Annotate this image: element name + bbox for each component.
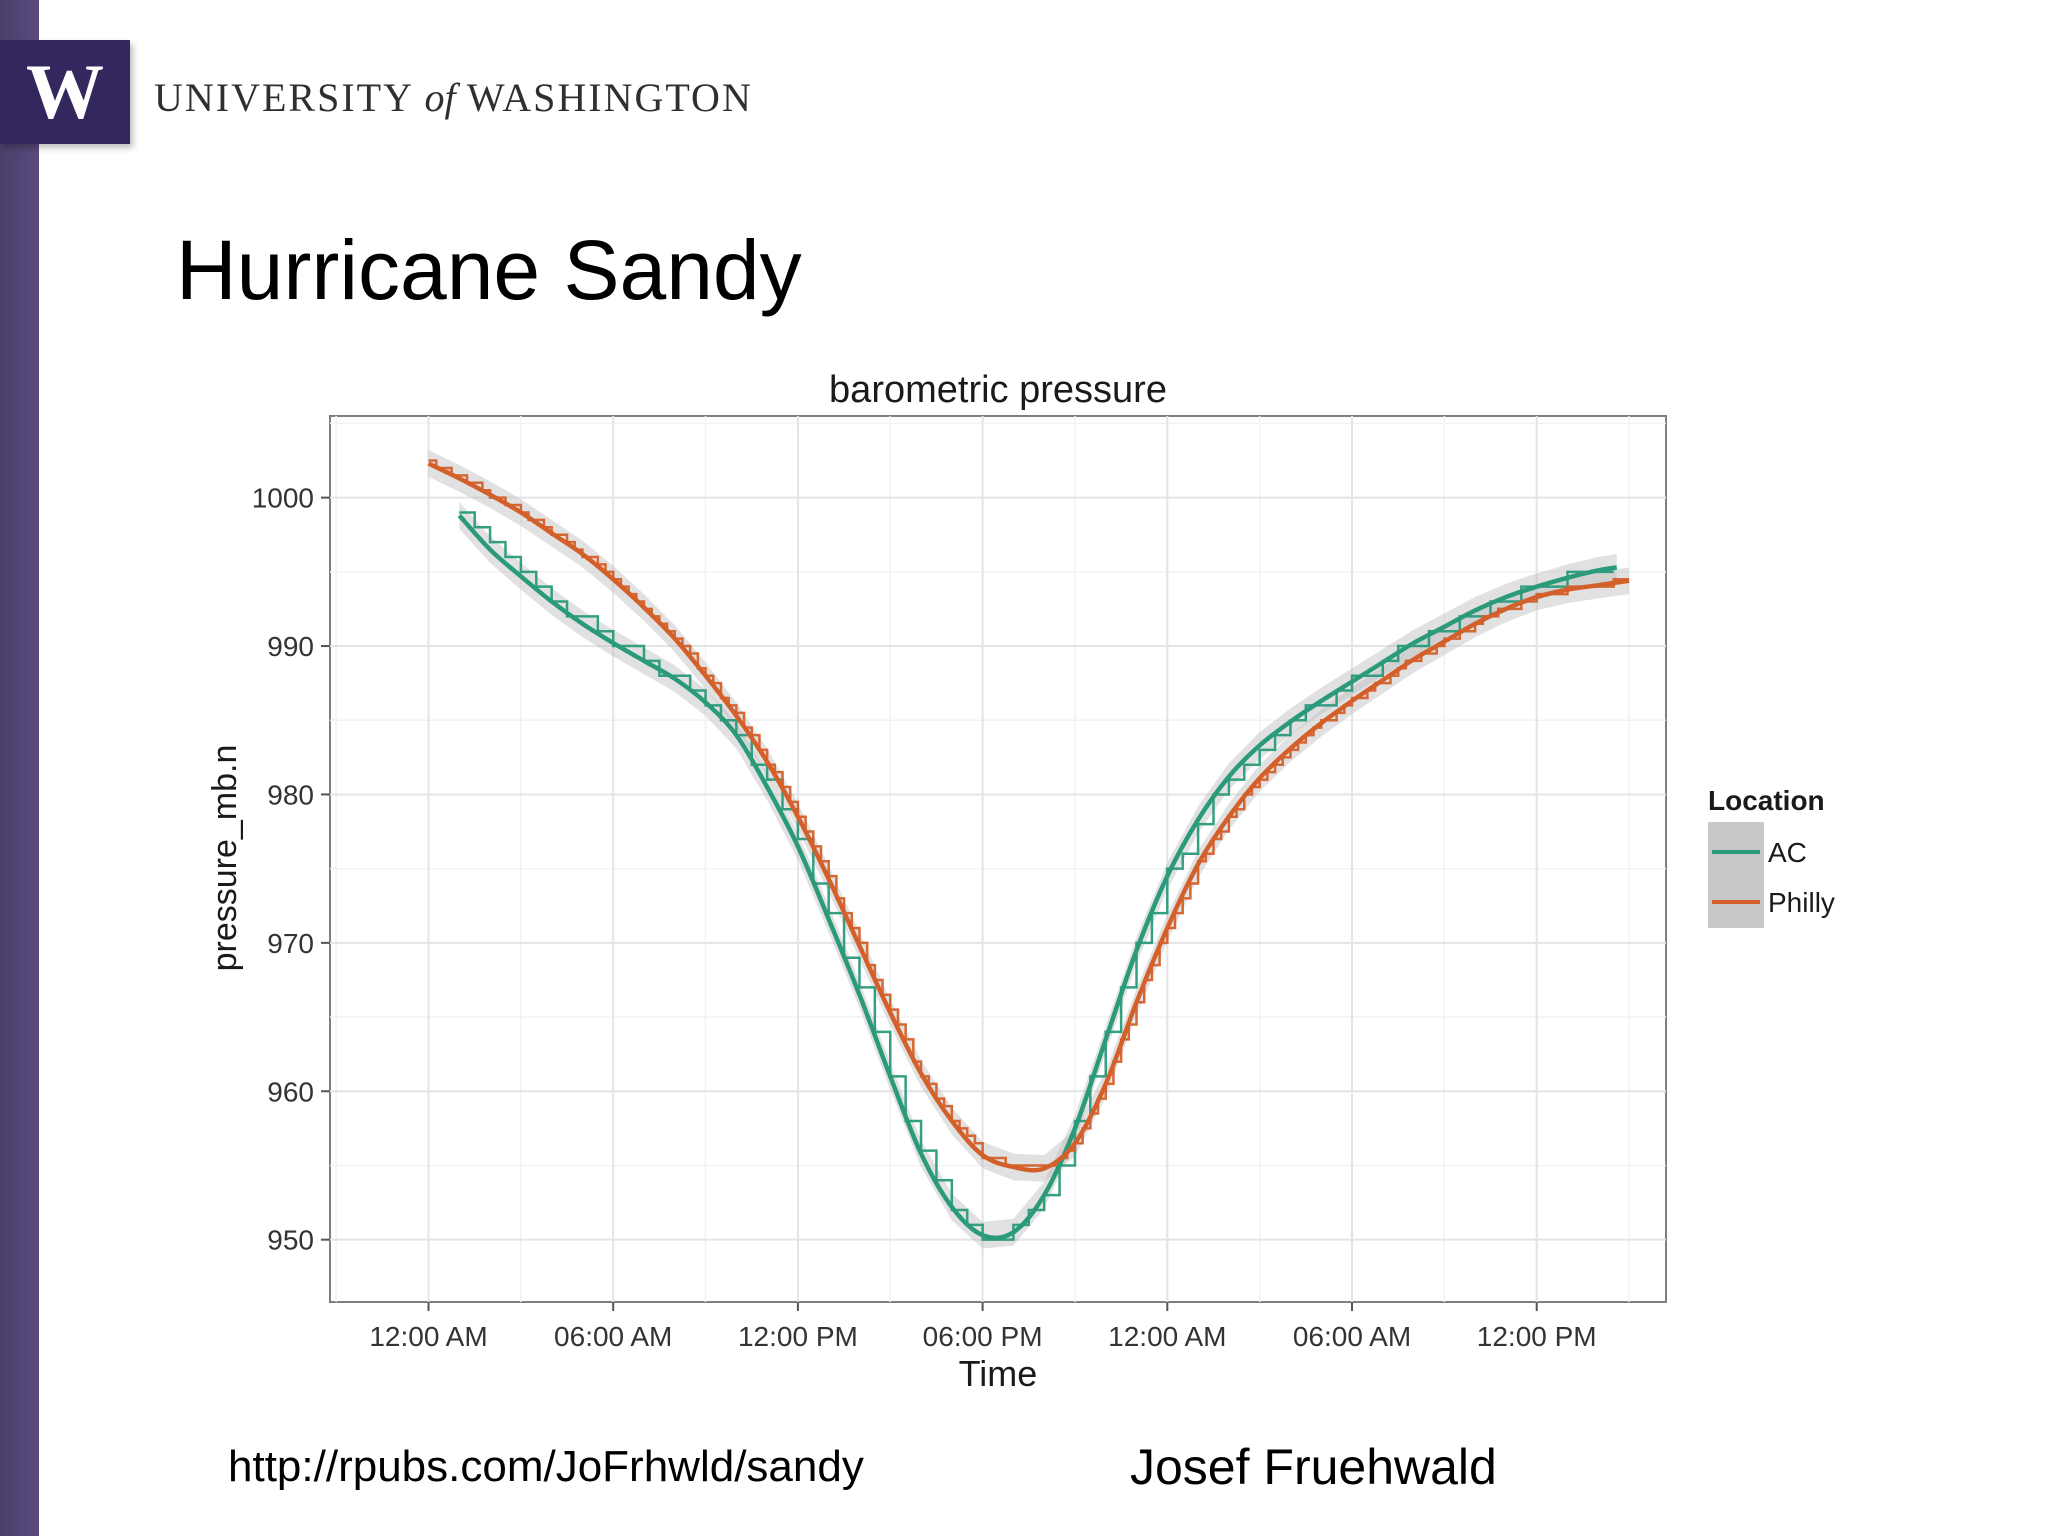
x-tick-label: 12:00 AM	[1108, 1321, 1226, 1352]
plot-panel	[329, 415, 1667, 1303]
y-tick-label: 960	[267, 1076, 314, 1107]
legend-title: Location	[1708, 785, 1825, 816]
uw-logo: W	[0, 40, 130, 144]
x-tick-label: 12:00 AM	[369, 1321, 487, 1352]
x-tick-label: 06:00 AM	[554, 1321, 672, 1352]
y-tick-label: 990	[267, 631, 314, 662]
legend-key-background	[1708, 822, 1764, 928]
wordmark-university: UNIVERSITY	[154, 75, 413, 120]
wordmark-washington: WASHINGTON	[466, 75, 753, 120]
smoothed-lines	[427, 461, 1630, 1241]
confidence-bands	[428, 450, 1630, 1249]
legend: Location AC Philly	[1708, 785, 1835, 928]
x-tick-label: 12:00 PM	[738, 1321, 858, 1352]
x-tick-label: 12:00 PM	[1477, 1321, 1597, 1352]
y-tick-label: 1000	[252, 483, 314, 514]
band-philly	[428, 450, 1630, 1182]
chart-title: barometric pressure	[829, 369, 1167, 411]
y-axis-label: pressure_mb.n	[206, 745, 244, 972]
line-ac	[457, 513, 1618, 1241]
wordmark-of: of	[424, 75, 456, 120]
y-tick-label: 970	[267, 928, 314, 959]
y-axis: 950 960 970 980 990 1000	[252, 483, 330, 1256]
university-wordmark: UNIVERSITY of WASHINGTON	[154, 74, 753, 121]
legend-label-ac: AC	[1768, 837, 1807, 868]
x-axis-label: Time	[959, 1353, 1038, 1394]
x-axis: 12:00 AM 06:00 AM 12:00 PM 06:00 PM 12:00 AM…	[369, 1302, 1597, 1352]
y-tick-label: 950	[267, 1225, 314, 1256]
legend-label-philly: Philly	[1768, 887, 1835, 918]
source-link[interactable]: http://rpubs.com/JoFrhwld/sandy	[228, 1442, 864, 1491]
slide-title: Hurricane Sandy	[176, 223, 802, 317]
x-tick-label: 06:00 AM	[1293, 1321, 1411, 1352]
left-accent-stripe	[0, 0, 39, 1536]
x-tick-label: 06:00 PM	[923, 1321, 1043, 1352]
uw-logo-letter: W	[26, 48, 104, 135]
line-philly	[427, 461, 1630, 1173]
y-tick-label: 980	[267, 779, 314, 810]
author-name: Josef Fruehwald	[1130, 1439, 1497, 1495]
band-ac	[459, 502, 1617, 1249]
